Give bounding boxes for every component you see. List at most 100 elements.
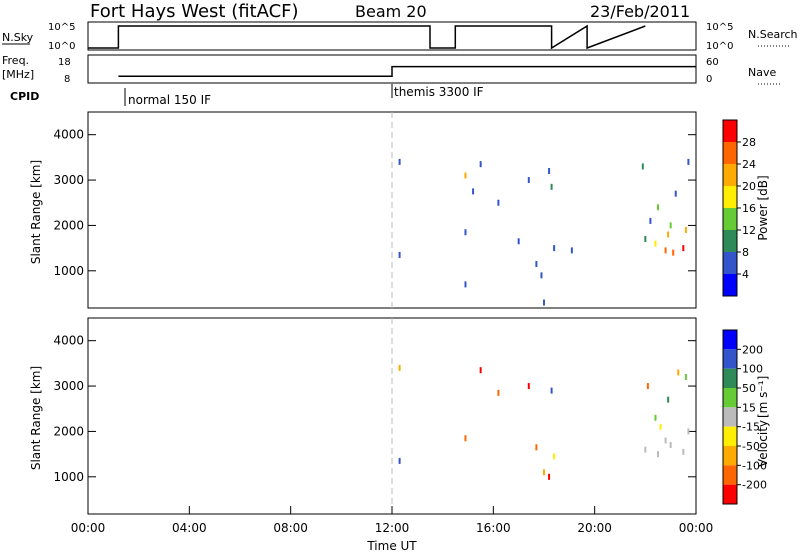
data-point: [684, 226, 687, 233]
y-tick-label: 1000: [53, 470, 84, 484]
colorbar-tick-label: 4: [742, 268, 749, 281]
nsky-tick-bottom: 10^0: [48, 41, 75, 52]
data-point: [527, 383, 530, 390]
data-point: [398, 364, 401, 371]
freq-label: Freq.: [2, 54, 29, 67]
colorbar-tick-label: 15: [742, 401, 756, 414]
colorbar-segment: [723, 252, 737, 274]
nsearch-tick-bottom: 10^0: [706, 41, 733, 52]
colorbar-tick-label: 200: [742, 343, 763, 356]
cpid-label: CPID: [10, 90, 39, 103]
velocity-y-ticks: 1000 2000 3000 4000: [53, 334, 696, 484]
data-point: [687, 428, 690, 435]
data-point: [464, 229, 467, 236]
colorbar-tick-label: 100: [742, 363, 763, 376]
y-tick-label: 4000: [53, 334, 84, 348]
data-point: [398, 457, 401, 464]
data-point: [479, 161, 482, 168]
colorbar-segment: [723, 465, 737, 485]
data-point: [667, 396, 670, 403]
data-point: [543, 299, 545, 306]
data-point: [497, 199, 500, 206]
colorbar-tick-label: 50: [742, 382, 756, 395]
freq-unit: [MHz]: [2, 68, 34, 81]
data-point: [649, 217, 652, 224]
colorbar-tick-label: 20: [742, 180, 756, 193]
y-tick-label: 3000: [53, 173, 84, 187]
nsky-label: N.Sky: [2, 31, 34, 44]
colorbar-segment: [723, 208, 737, 230]
power-panel: Slant Range [km] 1000 2000 3000 4000: [29, 111, 697, 309]
data-point: [672, 249, 675, 256]
data-point: [535, 260, 538, 267]
data-point: [641, 163, 644, 170]
y-tick-label: 1000: [53, 264, 84, 278]
data-point: [517, 238, 520, 245]
plot-title: Fort Hays West (fitACF): [90, 1, 299, 22]
colorbar-tick-label: -50: [742, 440, 760, 453]
data-point: [669, 222, 672, 229]
data-point: [535, 444, 538, 451]
data-point: [657, 204, 659, 211]
colorbar-segment: [723, 446, 737, 466]
cpid-normal: normal 150 IF: [128, 93, 211, 107]
data-point: [687, 158, 690, 165]
colorbar-segment: [723, 484, 737, 504]
data-point: [464, 172, 467, 179]
data-point: [398, 251, 401, 258]
y-tick-label: 3000: [53, 379, 84, 393]
cpid-themis: themis 3300 IF: [394, 85, 484, 99]
nsky-line: [88, 24, 646, 50]
data-point: [543, 469, 545, 476]
x-tick-label: 20:00: [577, 521, 612, 535]
data-point: [553, 245, 556, 252]
x-tick-label: 12:00: [375, 521, 410, 535]
x-tick-label: 08:00: [273, 521, 308, 535]
x-tick-label: 00:00: [71, 521, 106, 535]
colorbar-tick-label: -15: [742, 421, 760, 434]
power-colorbar: 28 24 20 16 12 8 4 Power [dB]: [722, 119, 770, 297]
data-point: [548, 473, 551, 480]
y-tick-label: 4000: [53, 128, 84, 142]
data-point: [479, 367, 482, 374]
data-point: [472, 188, 475, 195]
velocity-colorbar-label: Velocity: [756, 420, 770, 467]
data-point: [669, 442, 672, 449]
data-point: [674, 190, 677, 197]
colorbar-tick-label: -200: [742, 479, 767, 492]
beam-label: Beam 20: [355, 2, 427, 21]
colorbar-segment: [723, 186, 737, 208]
colorbar-segment: [723, 426, 737, 446]
x-tick-label: 16:00: [476, 521, 511, 535]
data-point: [646, 383, 649, 390]
data-point: [682, 245, 685, 252]
velocity-colorbar-unit: [m s⁻¹]: [756, 376, 770, 418]
nsearch-tick-top: 10^5: [706, 22, 733, 33]
colorbar-tick-label: -100: [742, 459, 767, 472]
nsky-series: [88, 24, 646, 50]
x-tick-label: 00:00: [679, 521, 714, 535]
data-point: [527, 177, 530, 184]
y-tick-label: 2000: [53, 424, 84, 438]
velocity-colorbar: 200 100 50 15 -15 -50 -100 -200 Velocity [m s⁻¹…: [722, 329, 770, 505]
data-point: [464, 435, 467, 442]
data-point: [664, 247, 667, 254]
colorbar-tick-label: 16: [742, 202, 756, 215]
power-points: [398, 158, 690, 306]
data-point: [677, 369, 680, 376]
data-point: [550, 387, 553, 394]
power-y-axis-label: Slant Range [km]: [29, 160, 43, 264]
nsky-panel: N.Sky 10^5 10^0 10^5 10^0 N.Search: [2, 21, 798, 52]
colorbar-segment: [723, 274, 737, 296]
data-point: [644, 236, 647, 243]
velocity-y-axis-label: Slant Range [km]: [29, 366, 43, 470]
colorbar-segment: [723, 330, 737, 350]
data-point: [684, 373, 687, 380]
colorbar-segment: [723, 230, 737, 252]
power-y-ticks: 1000 2000 3000 4000: [53, 128, 696, 278]
data-point: [644, 446, 647, 453]
data-point: [497, 389, 500, 396]
data-point: [570, 247, 573, 254]
colorbar-segment: [723, 368, 737, 388]
